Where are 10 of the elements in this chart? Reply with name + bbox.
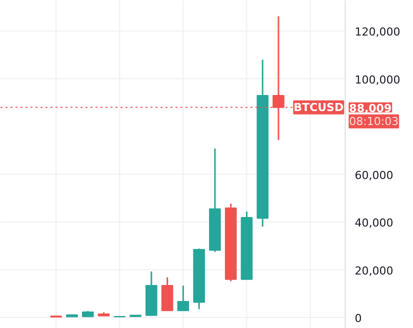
ref-line-label: BTCUSD (294, 100, 344, 114)
y-tick-label: 60,000 (354, 168, 394, 182)
y-tick-label: 40,000 (354, 216, 394, 230)
y-tick-label: 120,000 (354, 26, 400, 39)
y-tick-label: 20,000 (354, 264, 394, 278)
y-tick-label: 0 (354, 312, 362, 326)
y-tick-label: 100,000 (354, 73, 400, 86)
annotation: 08:10:03 (349, 114, 399, 128)
annotation: 88,009 (349, 102, 392, 115)
candlestick (177, 284, 190, 312)
